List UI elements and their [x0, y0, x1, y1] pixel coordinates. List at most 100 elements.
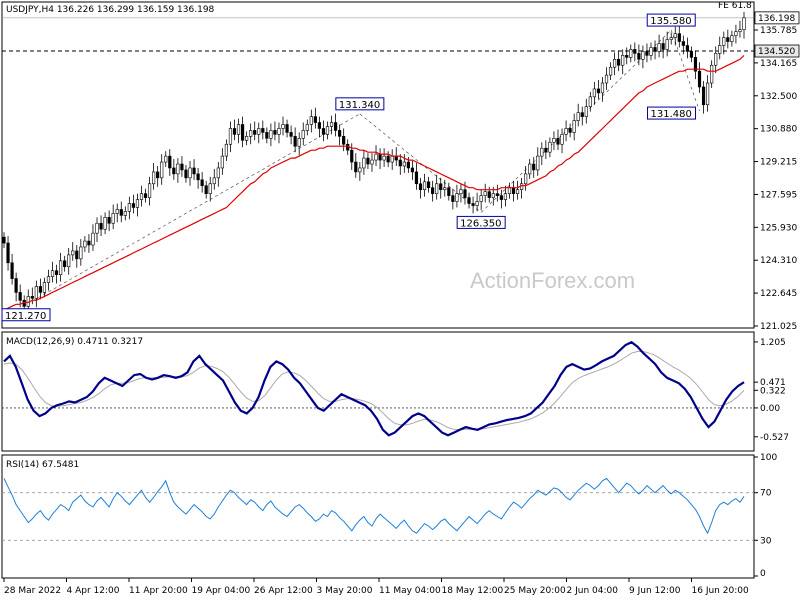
macd-panel-frame — [1, 331, 755, 452]
candle-body — [495, 193, 499, 196]
price-axis-tick-label: 124.310 — [760, 256, 797, 266]
candle-body — [564, 128, 568, 135]
price-axis-tick-label: 132.500 — [760, 92, 797, 102]
candle-body — [536, 155, 540, 171]
candle-body — [305, 124, 309, 131]
candle-body — [184, 169, 188, 179]
candle-body — [730, 35, 734, 42]
candle-body — [257, 128, 261, 135]
candle-body — [135, 199, 140, 208]
candle-body — [232, 128, 237, 135]
candle-body — [228, 128, 233, 145]
macd-axis-tick-label: -0.527 — [760, 433, 789, 443]
candle-body — [301, 130, 305, 139]
candle-body — [216, 167, 220, 179]
macd-axis-tick-label: 0.322 — [760, 386, 786, 396]
x-axis-tick-label: 3 May 20:00 — [317, 586, 373, 596]
swing-label-text: 131.480 — [651, 109, 692, 120]
candle-body — [240, 124, 245, 141]
fe-level-tag: 134.520 — [758, 47, 795, 57]
candle-body — [317, 122, 322, 129]
candle-body — [354, 161, 358, 173]
candle-body — [487, 191, 491, 198]
candle-body — [374, 153, 378, 161]
candle-body — [592, 88, 596, 98]
swing-label-box — [335, 97, 385, 111]
x-axis-tick-label: 11 May 04:00 — [379, 586, 441, 596]
candle-body — [734, 31, 738, 36]
candle-body — [629, 49, 633, 58]
swing-label-box — [1, 308, 51, 322]
candle-body — [6, 242, 10, 264]
swing-label: 126.350 — [456, 215, 506, 229]
candle-body — [613, 59, 617, 68]
price-axis-tick-label: 125.930 — [760, 223, 797, 233]
candle-body — [701, 86, 706, 106]
macd-header: MACD(12,26,9) 0.4711 0.3217 — [6, 337, 143, 347]
candle-body — [99, 222, 103, 230]
candle-body — [236, 124, 241, 135]
swing-label-box — [456, 215, 506, 229]
swing-label-text: 121.270 — [5, 311, 46, 322]
candle-body — [321, 128, 326, 135]
candle-body — [67, 254, 71, 268]
rsi-axis-tick-label: 70 — [760, 489, 772, 499]
candle-body — [245, 136, 249, 141]
candle-body — [649, 47, 653, 56]
candle-body — [370, 159, 374, 165]
candle-body — [677, 33, 681, 42]
candle-body — [342, 136, 346, 145]
candle-body — [439, 183, 443, 190]
candle-body — [119, 209, 123, 216]
x-axis-tick-label: 25 May 20:00 — [504, 586, 566, 596]
watermark: ActionForex.com — [470, 268, 635, 293]
candle-body — [576, 112, 580, 121]
x-axis-tick-label: 16 Jun 20:00 — [692, 586, 749, 596]
candle-body — [95, 222, 99, 234]
candle-body — [621, 55, 625, 66]
candle-body — [273, 130, 277, 135]
x-axis-tick-label: 19 Apr 04:00 — [192, 586, 251, 596]
candle-body — [362, 157, 366, 169]
candle-body — [103, 217, 107, 230]
candle-body — [540, 147, 544, 157]
candle-body — [75, 250, 79, 260]
candle-body — [625, 55, 629, 58]
swing-label: 131.480 — [647, 106, 697, 120]
current-price-tag-box — [754, 11, 800, 25]
candle-body — [164, 155, 168, 163]
candle-body — [313, 116, 317, 123]
swing-label: 131.340 — [335, 97, 385, 111]
price-axis-tick-label: 130.880 — [760, 125, 797, 135]
candle-body — [435, 183, 439, 194]
macd-axis-tick-label: 0.00 — [760, 404, 780, 414]
candle-body — [406, 161, 410, 169]
candle-body — [455, 193, 459, 202]
candle-body — [220, 155, 224, 169]
x-axis-tick-label: 11 Apr 20:00 — [129, 586, 188, 596]
candle-body — [34, 286, 38, 299]
candle-body — [661, 43, 665, 50]
candle-body — [645, 51, 649, 56]
candle-body — [333, 122, 338, 131]
candle-body — [281, 124, 285, 129]
fe-level-tag-box — [754, 44, 800, 58]
candle-body — [224, 143, 229, 157]
price-axis-tick-label: 127.595 — [760, 190, 797, 200]
x-axis-tick-label: 26 Apr 12:00 — [254, 586, 313, 596]
candle-body — [693, 57, 698, 72]
candle-body — [726, 37, 730, 42]
candle-body — [176, 163, 180, 175]
candle-body — [139, 193, 144, 200]
macd-layer — [2, 340, 754, 437]
candle-body — [329, 122, 334, 127]
candle-body — [552, 138, 556, 143]
candle-body — [681, 41, 685, 46]
candle-body — [572, 120, 576, 133]
candle-body — [451, 195, 455, 202]
macd-line — [3, 340, 745, 437]
price-axis-tick-label: 129.215 — [760, 158, 797, 168]
swing-label-text: 135.580 — [650, 16, 691, 27]
swing-label: 135.580 — [646, 13, 696, 27]
candle-body — [483, 191, 487, 196]
